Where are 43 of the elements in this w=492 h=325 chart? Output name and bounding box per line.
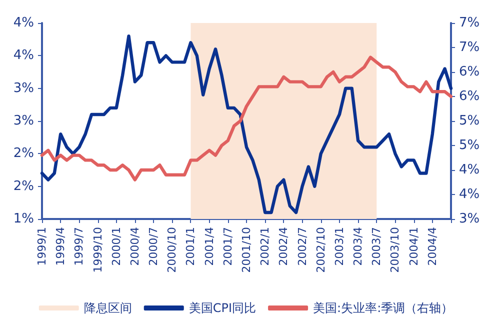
- y2-tick-label: 5%: [459, 138, 480, 153]
- y2-tick-label: 5%: [459, 114, 480, 128]
- x-tick-label: 2003/1: [332, 227, 346, 266]
- line-series: [40, 56, 453, 182]
- x-tick-label: 2002/10: [314, 227, 328, 273]
- x-tick-label: 1999/10: [91, 227, 104, 273]
- line-series: [40, 34, 453, 214]
- x-tick-label: 2002/4: [277, 227, 290, 266]
- legend-label: 美国CPI同比: [188, 301, 256, 315]
- y2-tick-label: 6%: [459, 64, 480, 80]
- x-tick-label: 2001/1: [184, 227, 198, 266]
- x-tick-label: 2001/7: [221, 227, 234, 266]
- x-tick-label: 2000/1: [110, 227, 123, 266]
- x-tick-label: 2003/4: [352, 227, 365, 266]
- y-tick-label: 3%: [13, 80, 34, 96]
- x-tick-label: 1999/7: [72, 227, 86, 266]
- y2-tick-label: 7%: [459, 40, 480, 55]
- x-tick-label: 1999/1: [36, 227, 48, 266]
- x-tick-label: 2000/4: [128, 227, 142, 266]
- y-tick-label: 2%: [13, 146, 34, 162]
- y-tick-label: 1%: [13, 212, 34, 226]
- x-tick-label: 2004/4: [426, 227, 439, 266]
- y2-tick-label: 4%: [459, 187, 480, 202]
- y2-tick-label: 3%: [459, 212, 480, 226]
- x-tick-label: 2004/1: [407, 227, 420, 266]
- x-tick-label: 2003/7: [370, 227, 384, 266]
- y-tick-label: 2%: [13, 178, 34, 194]
- x-tick-label: 2000/7: [147, 227, 160, 266]
- x-tick-label: 2003/10: [388, 227, 402, 273]
- legend-label: 美国:失业率:季调（右轴）: [313, 301, 454, 315]
- legend-label: 降息区间: [84, 301, 132, 315]
- y-tick-label: 3%: [13, 114, 34, 128]
- y2-tick-label: 6%: [459, 89, 480, 104]
- x-tick-label: 2001/4: [202, 227, 216, 266]
- x-tick-label: 2002/7: [296, 227, 309, 266]
- x-tick-label: 1999/4: [54, 227, 68, 266]
- x-tick-label: 2000/10: [166, 227, 179, 273]
- x-tick-label: 2002/1: [258, 227, 272, 266]
- y-tick-label: 4%: [13, 48, 34, 64]
- x-tick-label: 2001/10: [240, 227, 253, 273]
- y2-tick-label: 4%: [459, 162, 480, 178]
- y-tick-label: 4%: [13, 16, 34, 30]
- y2-tick-label: 7%: [459, 16, 480, 30]
